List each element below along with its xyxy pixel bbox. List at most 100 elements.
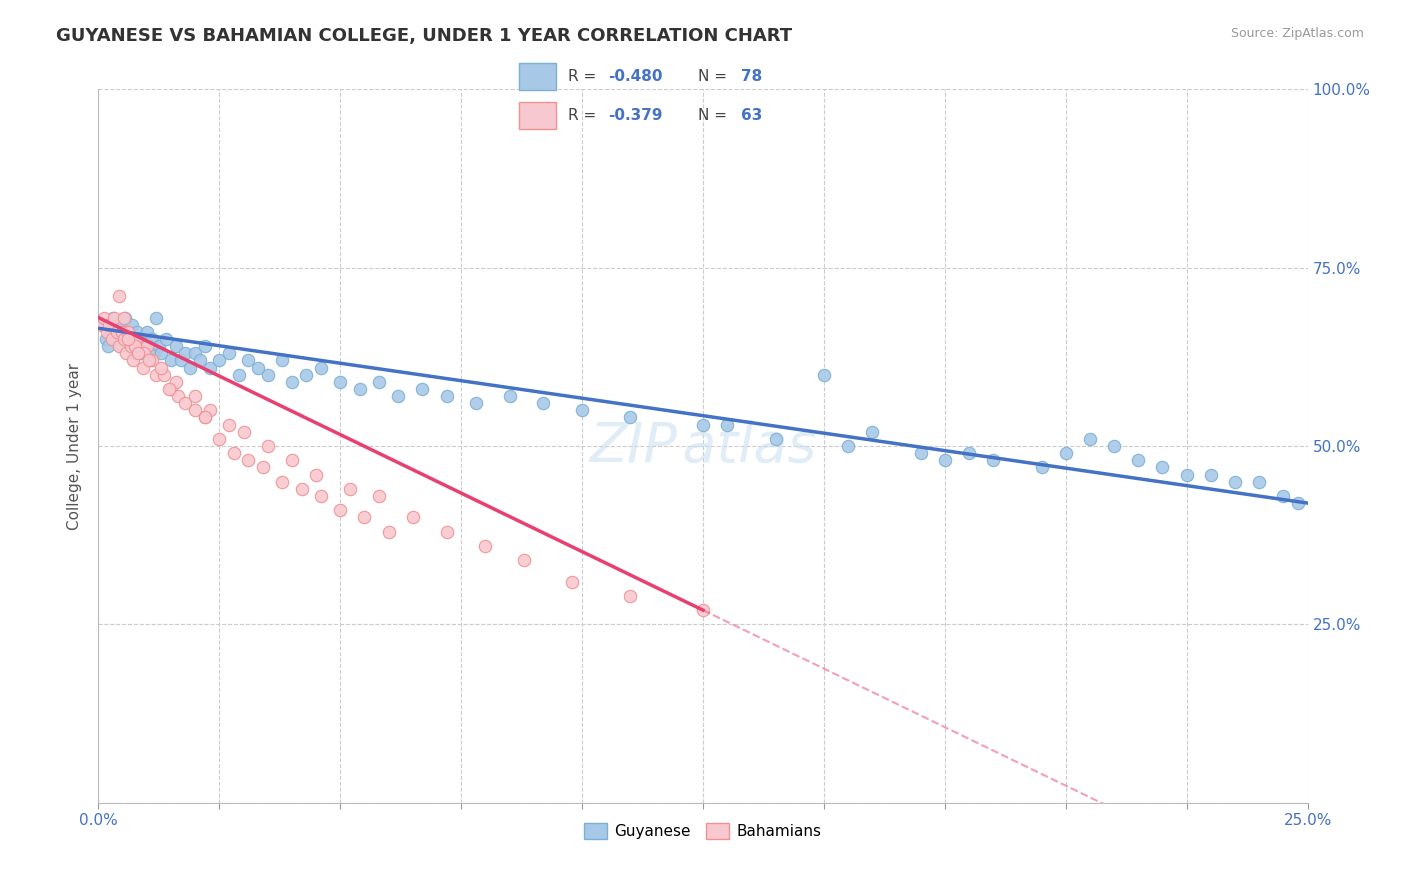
Point [111,325,134,339]
Point [98,318,121,332]
Text: 63: 63 [741,108,762,123]
Point [141,332,163,346]
Point [1286,496,1309,510]
Point [194,339,217,353]
Point [165,339,187,353]
Point [377,524,399,539]
Point [135,325,157,339]
Point [436,389,458,403]
Point [138,353,160,368]
Point [464,396,486,410]
Point [118,339,141,353]
Point [104,332,127,346]
Point [111,325,134,339]
Point [105,325,128,339]
Point [125,332,148,346]
Point [127,346,149,360]
Point [184,403,207,417]
Point [247,360,270,375]
Point [368,375,391,389]
Point [218,417,240,432]
Point [91,318,114,332]
Point [188,353,211,368]
Point [837,439,859,453]
Point [271,475,294,489]
Y-axis label: College, Under 1 year: College, Under 1 year [67,362,83,530]
Point [387,389,409,403]
Point [174,346,197,360]
Point [910,446,932,460]
FancyBboxPatch shape [519,102,555,129]
Point [150,346,173,360]
Point [124,346,146,360]
Point [112,332,135,346]
Point [339,482,361,496]
Point [198,360,221,375]
Point [134,339,156,353]
Text: 78: 78 [741,69,762,84]
Point [571,403,593,417]
Point [256,368,278,382]
Point [107,289,129,303]
Point [112,310,135,325]
Point [498,389,520,403]
Point [179,360,201,375]
Text: R =: R = [568,69,602,84]
Point [100,325,122,339]
Point [1199,467,1222,482]
Point [271,353,294,368]
Point [765,432,787,446]
Point [160,353,183,368]
Point [1128,453,1150,467]
Point [194,410,217,425]
Point [353,510,375,524]
Point [155,332,177,346]
Point [252,460,274,475]
Point [295,368,318,382]
Point [124,339,146,353]
Point [692,603,714,617]
Point [619,410,641,425]
Point [117,332,139,346]
Point [120,339,142,353]
Point [114,310,136,325]
Point [716,417,738,432]
Point [117,325,139,339]
Point [121,318,143,332]
Point [411,382,433,396]
Point [127,325,149,339]
Point [1102,439,1125,453]
Point [91,318,114,332]
Point [813,368,835,382]
Point [107,318,129,332]
Text: GUYANESE VS BAHAMIAN COLLEGE, UNDER 1 YEAR CORRELATION CHART: GUYANESE VS BAHAMIAN COLLEGE, UNDER 1 YE… [56,27,793,45]
Point [93,310,115,325]
Point [290,482,312,496]
Point [309,489,332,503]
FancyBboxPatch shape [519,62,555,90]
Point [174,396,197,410]
Point [1272,489,1295,503]
Point [1054,446,1077,460]
Point [1249,475,1271,489]
Text: -0.379: -0.379 [609,108,662,123]
Point [97,339,120,353]
Point [368,489,391,503]
Point [1223,475,1246,489]
Point [228,368,250,382]
Text: Source: ZipAtlas.com: Source: ZipAtlas.com [1230,27,1364,40]
Point [329,503,352,517]
Point [132,360,155,375]
Point [218,346,240,360]
Point [860,425,883,439]
Point [208,432,231,446]
Point [619,589,641,603]
Point [122,353,145,368]
Point [184,389,207,403]
Point [157,382,180,396]
Text: ZIP atlas: ZIP atlas [589,419,817,473]
Point [152,368,174,382]
Point [108,339,131,353]
Point [194,410,217,425]
Point [329,375,352,389]
